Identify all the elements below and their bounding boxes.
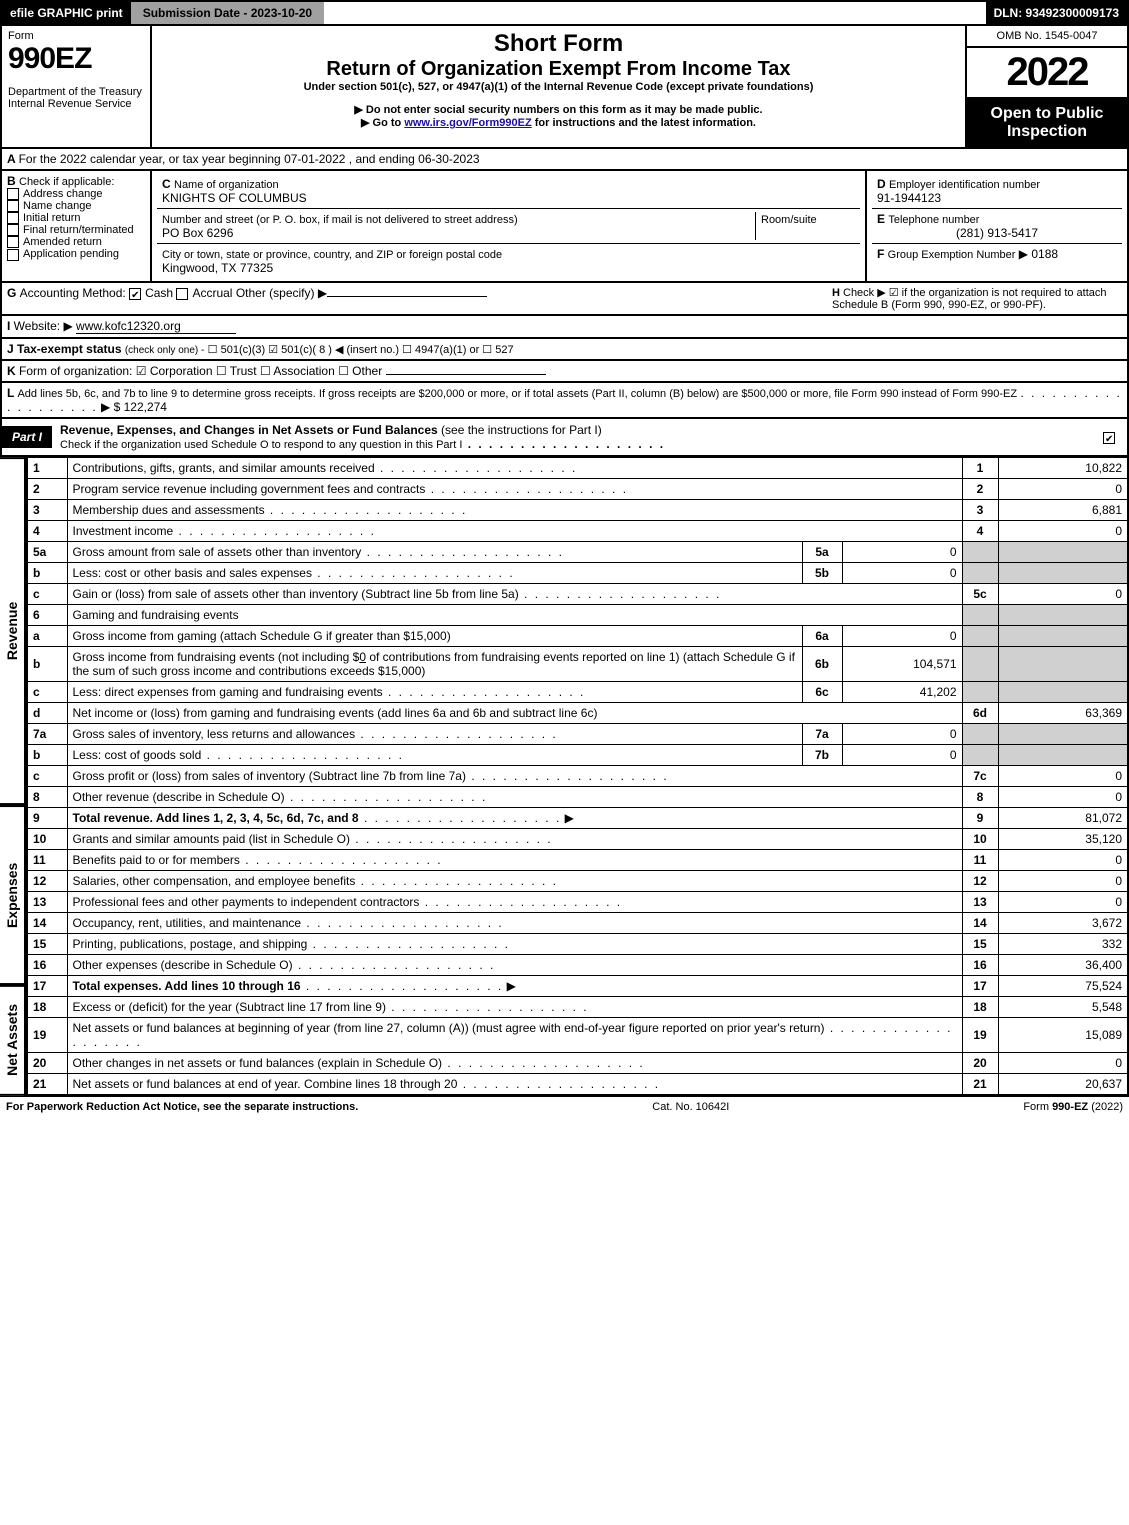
org-name: KNIGHTS OF COLUMBUS (162, 191, 307, 205)
line-17: 17Total expenses. Add lines 10 through 1… (27, 976, 1128, 997)
irs-link[interactable]: www.irs.gov/Form990EZ (404, 117, 531, 129)
form-number: 990EZ (8, 42, 144, 76)
tax-year: 2022 (967, 48, 1127, 99)
line-7b: bLess: cost of goods sold7b0 (27, 745, 1128, 766)
footer: For Paperwork Reduction Act Notice, see … (0, 1096, 1129, 1117)
header-right: OMB No. 1545-0047 2022 Open to Public In… (967, 26, 1127, 147)
city: Kingwood, TX 77325 (162, 261, 273, 275)
line-18: 18Excess or (deficit) for the year (Subt… (27, 997, 1128, 1018)
section-c: C Name of organization KNIGHTS OF COLUMB… (152, 171, 867, 281)
line-21: 21Net assets or fund balances at end of … (27, 1074, 1128, 1096)
section-def: D Employer identification number 91-1944… (867, 171, 1127, 281)
line-6c: cLess: direct expenses from gaming and f… (27, 682, 1128, 703)
line-11: 11Benefits paid to or for members110 (27, 850, 1128, 871)
line-19: 19Net assets or fund balances at beginni… (27, 1018, 1128, 1053)
vert-netassets: Net Assets (0, 985, 26, 1096)
line-4: 4Investment income40 (27, 521, 1128, 542)
line-g-h: G Accounting Method: Cash Accrual Other … (0, 283, 1129, 316)
line-7c: cGross profit or (loss) from sales of in… (27, 766, 1128, 787)
line-k: K Form of organization: ☑ Corporation ☐ … (0, 361, 1129, 383)
line-10: 10Grants and similar amounts paid (list … (27, 829, 1128, 850)
ein: 91-1944123 (877, 191, 941, 205)
footer-right: Form Form 990-EZ (2022)990-EZ (2022) (1023, 1101, 1123, 1113)
website: www.kofc12320.org (76, 319, 236, 334)
line-16: 16Other expenses (describe in Schedule O… (27, 955, 1128, 976)
phone: (281) 913-5417 (877, 226, 1117, 240)
header-mid: Short Form Return of Organization Exempt… (152, 26, 967, 147)
vert-revenue: Revenue (0, 457, 26, 805)
line-1: 1Contributions, gifts, grants, and simil… (27, 458, 1128, 479)
group-num: ▶ 0188 (1019, 247, 1058, 261)
line-12: 12Salaries, other compensation, and empl… (27, 871, 1128, 892)
efile-label: efile GRAPHIC print (2, 2, 131, 24)
lines-table: Revenue Expenses Net Assets 1Contributio… (0, 457, 1129, 1096)
section-b: B Check if applicable: Address change Na… (2, 171, 152, 281)
line-5c: cGain or (loss) from sale of assets othe… (27, 584, 1128, 605)
part1-tab: Part I (2, 426, 52, 448)
form-word: Form (8, 30, 144, 42)
line-i: I Website: ▶ www.kofc12320.org (0, 316, 1129, 339)
line-a: A For the 2022 calendar year, or tax yea… (0, 149, 1129, 171)
top-bar: efile GRAPHIC print Submission Date - 20… (0, 0, 1129, 26)
line-l: L Add lines 5b, 6c, and 7b to line 9 to … (0, 383, 1129, 419)
dept: Department of the Treasury Internal Reve… (8, 86, 144, 110)
line-6: 6Gaming and fundraising events (27, 605, 1128, 626)
form-header: Form 990EZ Department of the Treasury In… (0, 26, 1129, 149)
omb: OMB No. 1545-0047 (967, 26, 1127, 48)
part1-check-icon (1103, 432, 1115, 444)
line-j: J Tax-exempt status (check only one) - ☐… (0, 339, 1129, 361)
line-8: 8Other revenue (describe in Schedule O)8… (27, 787, 1128, 808)
line-15: 15Printing, publications, postage, and s… (27, 934, 1128, 955)
entity-block: B Check if applicable: Address change Na… (0, 171, 1129, 283)
line-13: 13Professional fees and other payments t… (27, 892, 1128, 913)
inspection: Open to Public Inspection (967, 99, 1127, 147)
footer-left: For Paperwork Reduction Act Notice, see … (6, 1101, 358, 1113)
form-subtitle: Under section 501(c), 527, or 4947(a)(1)… (160, 81, 957, 93)
warn: ▶ Do not enter social security numbers o… (160, 103, 957, 116)
dln: DLN: 93492300009173 (986, 2, 1127, 24)
line-20: 20Other changes in net assets or fund ba… (27, 1053, 1128, 1074)
line-14: 14Occupancy, rent, utilities, and mainte… (27, 913, 1128, 934)
goto: ▶ Go to www.irs.gov/Form990EZ for instru… (160, 116, 957, 129)
line-9: 9Total revenue. Add lines 1, 2, 3, 4, 5c… (27, 808, 1128, 829)
line-6d: dNet income or (loss) from gaming and fu… (27, 703, 1128, 724)
line-5a: 5aGross amount from sale of assets other… (27, 542, 1128, 563)
line-2: 2Program service revenue including gover… (27, 479, 1128, 500)
header-left: Form 990EZ Department of the Treasury In… (2, 26, 152, 147)
submission-date: Submission Date - 2023-10-20 (131, 2, 324, 24)
vert-expenses: Expenses (0, 805, 26, 985)
street: PO Box 6296 (162, 226, 233, 240)
line-6b: bGross income from fundraising events (n… (27, 647, 1128, 682)
short-form: Short Form (160, 30, 957, 58)
line-3: 3Membership dues and assessments36,881 (27, 500, 1128, 521)
line-6a: aGross income from gaming (attach Schedu… (27, 626, 1128, 647)
line-7a: 7aGross sales of inventory, less returns… (27, 724, 1128, 745)
footer-mid: Cat. No. 10642I (652, 1101, 729, 1113)
part1-header: Part I Revenue, Expenses, and Changes in… (0, 419, 1129, 457)
line-5b: bLess: cost or other basis and sales exp… (27, 563, 1128, 584)
lines: 1Contributions, gifts, grants, and simil… (26, 457, 1129, 1096)
form-title: Return of Organization Exempt From Incom… (160, 58, 957, 81)
